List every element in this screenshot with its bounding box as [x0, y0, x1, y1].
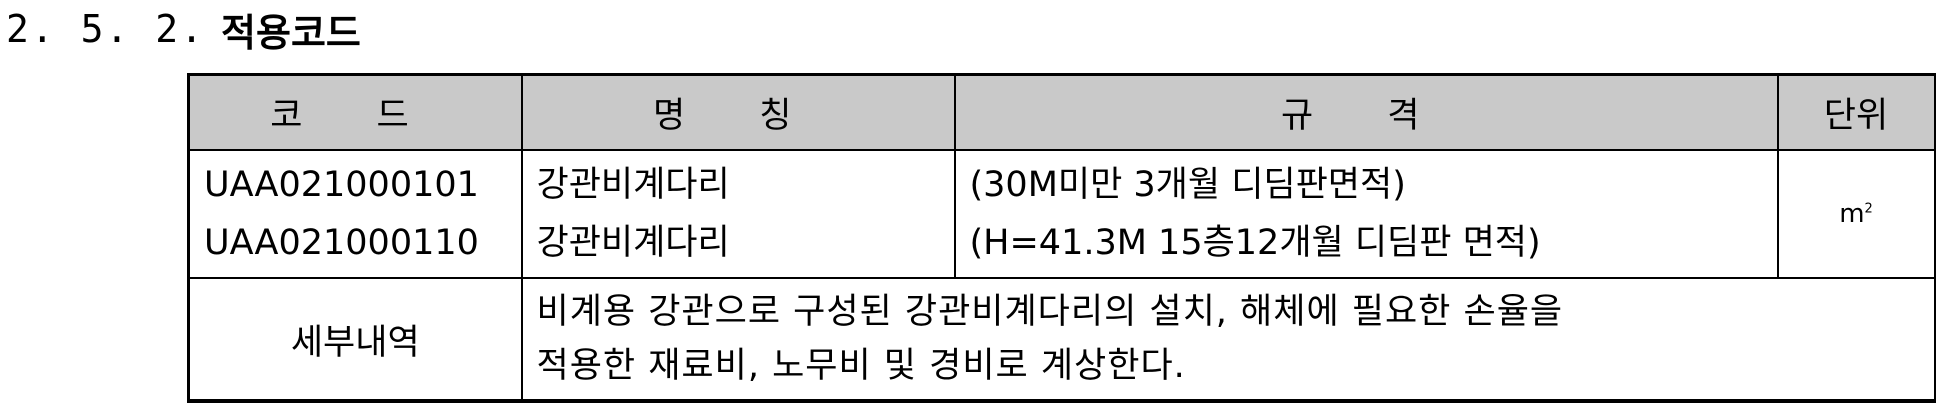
name-cell: 강관비계다리 강관비계다리 [520, 149, 956, 279]
detail-line: 적용한 재료비, 노무비 및 경비로 계상한다. [536, 346, 1186, 386]
table-row: UAA021000101 UAA021000110 강관비계다리 강관비계다리 … [187, 149, 1936, 279]
unit-cell: m2 [1776, 149, 1936, 279]
header-name: 명 칭 [520, 73, 956, 151]
header-spec: 규 격 [953, 73, 1779, 151]
detail-label: 세부내역 [187, 277, 523, 402]
name-value: 강관비계다리 [536, 223, 730, 263]
code-cell: UAA021000101 UAA021000110 [187, 149, 523, 279]
header-unit: 단위 [1776, 73, 1936, 151]
header-code: 코 드 [187, 73, 523, 151]
section-title: 적용코드 [221, 9, 361, 55]
spec-value: (H=41.3M 15층12개월 디딤판 면적) [969, 223, 1541, 263]
spec-value: (30M미만 3개월 디딤판면적) [969, 165, 1406, 205]
applied-code-table: 코 드 명 칭 규 격 단위 UAA021000101 UAA021000110… [187, 73, 1936, 403]
unit-exponent: 2 [1864, 201, 1873, 217]
code-value: UAA021000101 [204, 165, 479, 205]
spec-cell: (30M미만 3개월 디딤판면적) (H=41.3M 15층12개월 디딤판 면… [953, 149, 1779, 279]
table-header-row: 코 드 명 칭 규 격 단위 [187, 73, 1936, 151]
detail-row: 세부내역 비계용 강관으로 구성된 강관비계다리의 설치, 해체에 필요한 손율… [187, 277, 1936, 402]
code-value: UAA021000110 [204, 223, 479, 263]
detail-line: 비계용 강관으로 구성된 강관비계다리의 설치, 해체에 필요한 손율을 [536, 292, 1564, 332]
section-number: 2. 5. 2. [6, 7, 206, 51]
section-heading: 2. 5. 2. 적용코드 [6, 2, 361, 56]
detail-text: 비계용 강관으로 구성된 강관비계다리의 설치, 해체에 필요한 손율을 적용한… [520, 277, 1936, 402]
unit-base: m [1839, 199, 1865, 229]
name-value: 강관비계다리 [536, 165, 730, 205]
